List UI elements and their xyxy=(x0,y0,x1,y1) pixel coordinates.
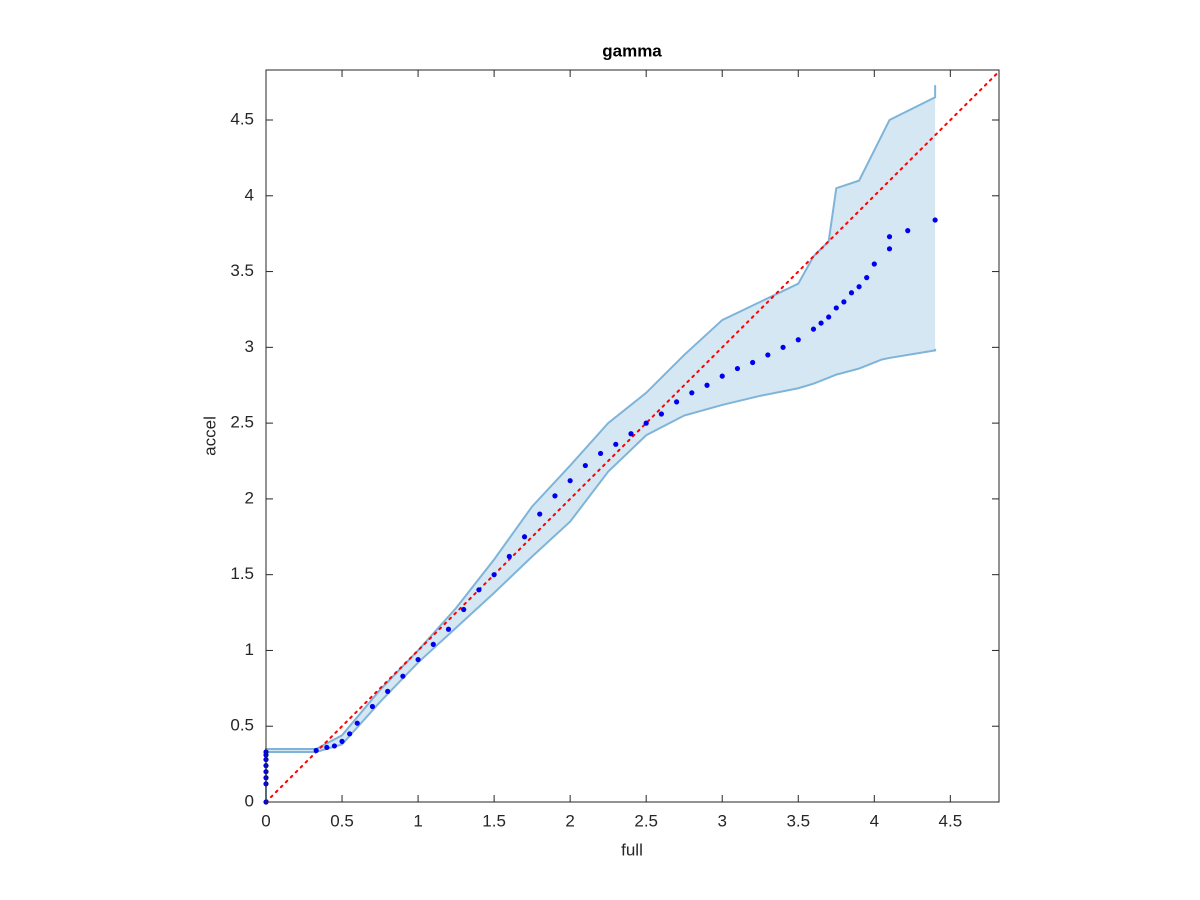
data-point xyxy=(734,365,741,372)
y-tick-label: 0 xyxy=(245,791,254,810)
data-point xyxy=(780,344,786,350)
data-point xyxy=(810,326,817,332)
data-point xyxy=(369,703,376,710)
data-point xyxy=(552,493,558,499)
data-point xyxy=(795,337,801,343)
data-point xyxy=(331,743,338,749)
data-point xyxy=(476,587,482,593)
band-area xyxy=(266,85,936,803)
x-tick-label: 1 xyxy=(413,811,422,830)
data-point xyxy=(339,738,345,744)
data-point xyxy=(582,462,588,469)
x-axis-label: full xyxy=(621,840,643,859)
data-point xyxy=(521,534,528,540)
y-tick-label: 4 xyxy=(245,185,254,204)
data-point xyxy=(856,284,862,290)
data-point xyxy=(354,720,360,726)
data-point xyxy=(833,305,839,311)
x-tick-label: 1.5 xyxy=(482,811,506,830)
y-tick-label: 1 xyxy=(245,640,254,659)
data-point xyxy=(864,275,870,281)
data-point xyxy=(347,731,353,737)
data-point xyxy=(491,572,497,578)
x-tick-label: 2 xyxy=(565,811,574,830)
data-point xyxy=(719,373,725,379)
reference-line xyxy=(265,70,1000,803)
data-point xyxy=(506,553,512,560)
data-point xyxy=(886,246,893,252)
data-point xyxy=(886,234,893,240)
data-point xyxy=(567,478,573,484)
y-tick-label: 0.5 xyxy=(230,716,254,735)
x-tick-label: 0 xyxy=(261,811,270,830)
data-point xyxy=(385,688,391,694)
data-point xyxy=(461,606,467,613)
data-point xyxy=(905,228,911,234)
y-tick-label: 2 xyxy=(245,488,254,507)
y-axis-label: accel xyxy=(200,416,219,456)
data-point xyxy=(841,299,847,305)
data-point xyxy=(400,673,406,679)
data-point xyxy=(765,352,771,358)
x-tick-label: 2.5 xyxy=(634,811,658,830)
x-tick-label: 0.5 xyxy=(330,811,354,830)
band-lower xyxy=(265,348,937,802)
data-point xyxy=(445,626,452,632)
data-point xyxy=(818,320,824,326)
y-tick-label: 3.5 xyxy=(230,261,254,280)
data-point xyxy=(324,744,330,751)
data-point xyxy=(658,411,664,417)
data-point xyxy=(313,747,319,754)
chart-title: gamma xyxy=(602,41,662,60)
x-tick-label: 3.5 xyxy=(786,811,810,830)
data-point xyxy=(704,382,710,388)
data-point xyxy=(430,641,436,647)
data-point xyxy=(628,431,634,437)
axes-box xyxy=(265,69,1000,803)
data-point xyxy=(750,359,756,366)
data-point xyxy=(826,314,832,320)
data-point xyxy=(643,420,649,426)
x-tick-label: 4.5 xyxy=(939,811,963,830)
y-tick-label: 3 xyxy=(245,337,254,356)
data-point xyxy=(613,441,619,447)
data-point xyxy=(597,450,604,457)
y-tick-label: 4.5 xyxy=(230,109,254,128)
y-tick-label: 1.5 xyxy=(230,564,254,583)
x-tick-label: 3 xyxy=(717,811,726,830)
data-point xyxy=(932,217,938,223)
data-point xyxy=(415,656,421,663)
data-point xyxy=(848,290,855,296)
y-tick-label: 2.5 xyxy=(230,413,254,432)
data-point xyxy=(871,261,877,267)
data-point xyxy=(689,390,695,396)
x-tick-label: 4 xyxy=(870,811,879,830)
data-point xyxy=(674,399,680,405)
data-point xyxy=(537,511,543,517)
band-upper xyxy=(265,85,937,802)
